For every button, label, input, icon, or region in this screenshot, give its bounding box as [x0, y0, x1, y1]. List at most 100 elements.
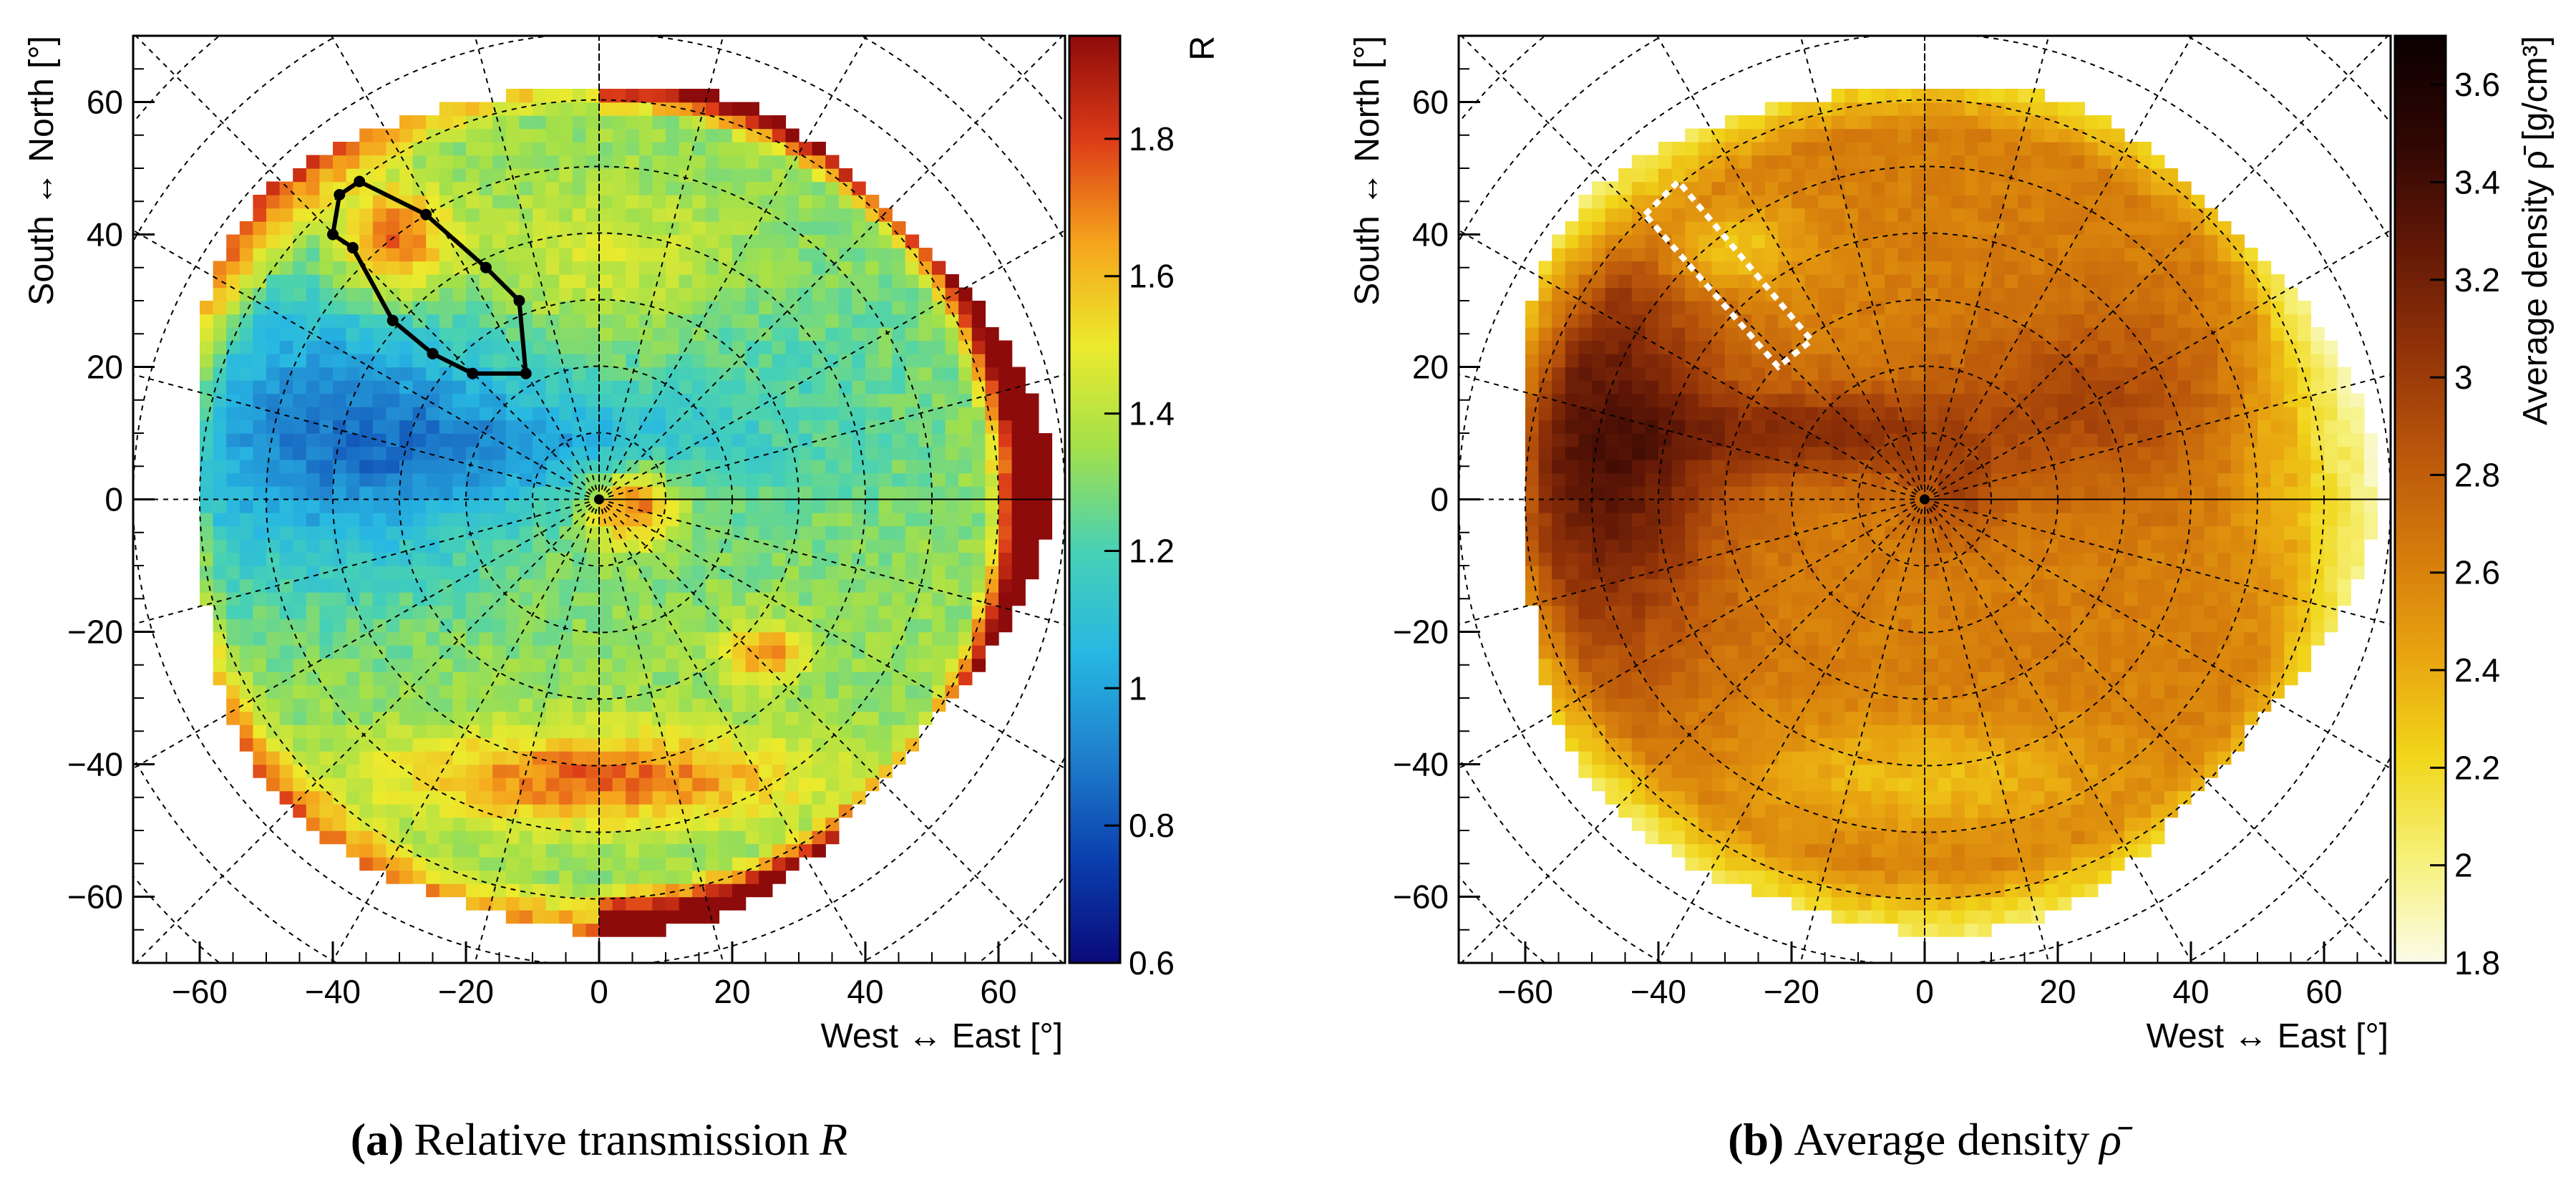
heatmap-cell	[492, 804, 507, 818]
heatmap-cell	[1618, 804, 1633, 818]
heatmap-cell	[279, 592, 293, 606]
heatmap-cell	[492, 658, 507, 672]
heatmap-cell	[1592, 499, 1606, 513]
heatmap-cell	[505, 777, 520, 792]
heatmap-cell	[1885, 446, 1899, 460]
heatmap-cell	[359, 460, 374, 474]
heatmap-cell	[1897, 89, 1912, 103]
heatmap-cell	[213, 672, 227, 686]
x-tick-label: −20	[438, 973, 494, 1010]
heatmap-cell	[612, 631, 626, 646]
heatmap-cell	[1764, 102, 1779, 116]
heatmap-cell	[1685, 525, 1699, 540]
heatmap-cell	[372, 777, 387, 792]
heatmap-cell	[1818, 631, 1832, 646]
heatmap-cell	[1618, 248, 1633, 262]
heatmap-cell	[466, 737, 480, 752]
heatmap-cell	[266, 221, 281, 236]
heatmap-cell	[772, 195, 787, 209]
heatmap-cell	[732, 486, 747, 500]
heatmap-cell	[279, 764, 293, 778]
heatmap-cell	[333, 830, 347, 845]
heatmap-cell	[386, 777, 400, 792]
heatmap-cell	[545, 340, 560, 354]
heatmap-cell	[799, 578, 813, 593]
heatmap-cell	[399, 751, 414, 765]
heatmap-cell	[1792, 672, 1806, 686]
heatmap-cell	[1871, 804, 1885, 818]
heatmap-cell	[612, 910, 626, 924]
heatmap-cell	[1764, 115, 1779, 130]
heatmap-cell	[1592, 513, 1606, 527]
heatmap-cell	[666, 367, 680, 381]
heatmap-cell	[439, 407, 454, 421]
heatmap-cell	[306, 473, 321, 487]
heatmap-cell	[492, 380, 507, 394]
heatmap-cell	[1565, 684, 1580, 699]
heatmap-cell	[1592, 658, 1606, 672]
heatmap-cell	[892, 301, 906, 315]
heatmap-cell	[519, 525, 533, 540]
heatmap-cell	[692, 102, 706, 116]
heatmap-cell	[266, 340, 281, 354]
heatmap-cell	[213, 354, 227, 368]
heatmap-cell	[1698, 221, 1713, 236]
heatmap-cell	[319, 393, 334, 407]
heatmap-cell	[466, 725, 480, 739]
heatmap-cell	[1698, 181, 1713, 195]
heatmap-cell	[545, 234, 560, 248]
heatmap-cell	[226, 539, 240, 553]
heatmap-cell	[1858, 208, 1872, 222]
heatmap-cell	[1804, 513, 1819, 527]
heatmap-cell	[878, 274, 893, 289]
heatmap-cell	[799, 234, 813, 248]
heatmap-cell	[799, 804, 813, 818]
heatmap-cell	[1818, 843, 1832, 858]
heatmap-cell	[626, 790, 640, 805]
heatmap-cell	[732, 764, 747, 778]
heatmap-cell	[1725, 552, 1739, 566]
heatmap-cell	[1631, 486, 1646, 500]
heatmap-cell	[439, 155, 454, 169]
polar-spoke	[598, 498, 1064, 963]
heatmap-cell	[1897, 486, 1912, 500]
heatmap-cell	[719, 698, 733, 712]
heatmap-cell	[666, 407, 680, 421]
heatmap-cell	[253, 354, 267, 368]
heatmap-cell	[692, 181, 706, 195]
heatmap-cell	[266, 354, 281, 368]
heatmap-cell	[585, 698, 600, 712]
heatmap-cell	[1631, 433, 1646, 447]
heatmap-cell	[905, 631, 920, 646]
heatmap-cell	[852, 645, 866, 659]
heatmap-cell	[1818, 896, 1832, 911]
heatmap-cell	[652, 420, 666, 434]
heatmap-cell	[1645, 790, 1659, 805]
heatmap-cell	[612, 725, 626, 739]
heatmap-cell	[545, 380, 560, 394]
polar-spoke	[474, 499, 600, 963]
heatmap-cell	[1552, 234, 1566, 248]
heatmap-cell	[1751, 539, 1766, 553]
heatmap-cell	[626, 764, 640, 778]
heatmap-cell	[1592, 314, 1606, 328]
heatmap-cell	[998, 407, 1013, 421]
heatmap-cell	[399, 870, 414, 884]
heatmap-cell	[719, 804, 733, 818]
heatmap-cell	[745, 433, 759, 447]
heatmap-cell	[679, 115, 693, 130]
heatmap-cell	[1631, 525, 1646, 540]
heatmap-cell	[1618, 380, 1633, 394]
heatmap-cell	[612, 751, 626, 765]
heatmap-cell	[692, 499, 706, 513]
heatmap-cell	[505, 539, 520, 553]
heatmap-cell	[971, 619, 986, 633]
heatmap-cell	[1618, 777, 1633, 792]
heatmap-cell	[1804, 301, 1819, 315]
heatmap-cell	[1831, 698, 1846, 712]
heatmap-cell	[466, 473, 480, 487]
outline-vertices	[327, 175, 532, 379]
heatmap-cell	[612, 552, 626, 566]
heatmap-cell	[1711, 513, 1726, 527]
heatmap-cell	[705, 645, 720, 659]
